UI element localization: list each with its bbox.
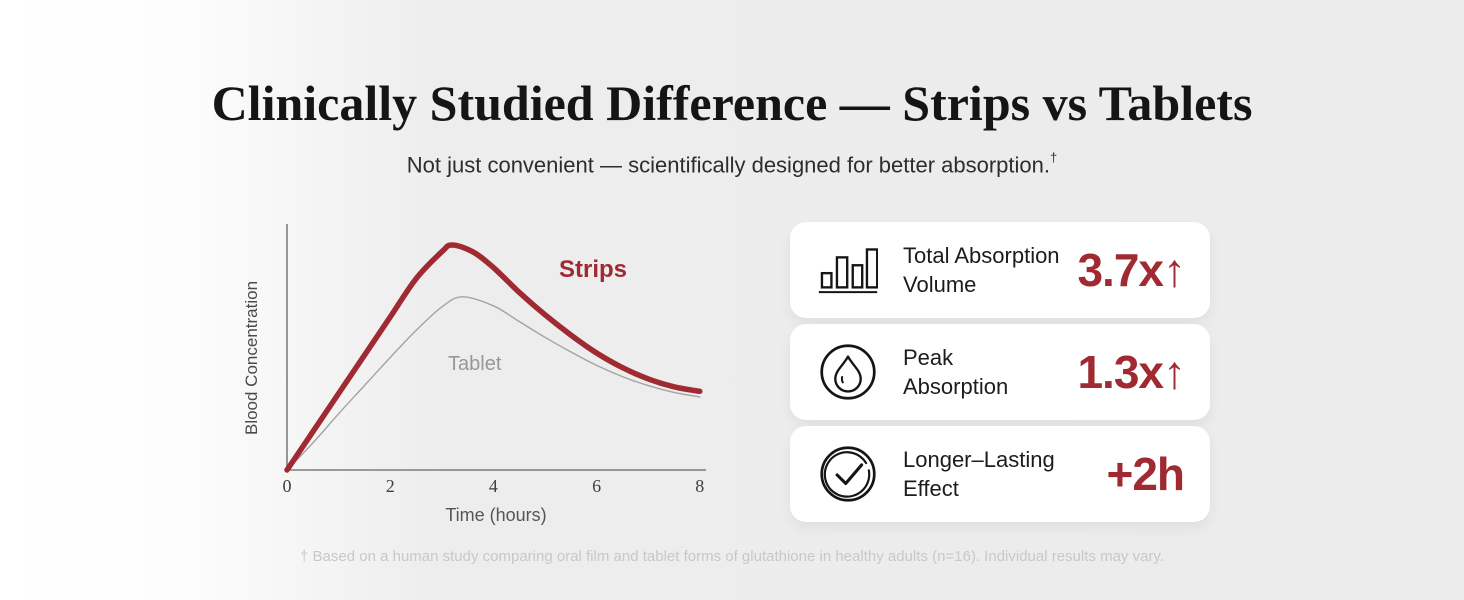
stat-value: 1.3x↑ [1077,345,1186,399]
tablet-series-label: Tablet [448,353,502,375]
footnote: † Based on a human study comparing oral … [300,548,1164,565]
stat-cards: Total Absorption Volume 3.7x↑ Peak Absor… [790,222,1210,528]
x-tick-label: 0 [283,476,292,496]
stat-value-number: 3.7x [1077,244,1164,296]
stat-label: Peak Absorption [903,343,1077,401]
stat-value: +2h [1106,447,1185,501]
absorption-chart-svg: Blood Concentration Time (hours) 0 2 4 6 8 S… [242,224,706,525]
x-tick-labels: 0 2 4 6 8 [283,476,705,496]
strips-series-label: Strips [559,256,627,283]
x-axis-label: Time (hours) [445,505,546,525]
stat-value-number: 1.3x [1077,346,1164,398]
curve-strips [284,242,703,473]
stat-label-line: Total Absorption [903,242,1060,268]
stat-card-peak-absorption: Peak Absorption 1.3x↑ [790,324,1210,420]
x-tick-label: 4 [489,476,498,496]
droplet-icon [818,342,878,402]
subtitle-text: Not just convenient — scientifically des… [406,152,1050,178]
stat-label-line: Absorption [903,374,1009,399]
stat-label-line: Effect [903,476,959,501]
stat-label: Total Absorption Volume [903,241,1077,299]
absorption-chart: Blood Concentration Time (hours) 0 2 4 6 8 S… [235,218,715,540]
dagger-mark: † [1050,150,1058,165]
check-circle-icon [818,444,878,504]
x-tick-label: 6 [592,476,601,496]
stat-value: 3.7x↑ [1077,243,1186,297]
stat-label-line: Longer–Lasting [903,446,1055,472]
up-arrow-icon: ↑ [1163,346,1186,398]
stat-value-number: +2h [1106,448,1185,500]
up-arrow-icon: ↑ [1163,244,1186,296]
x-tick-label: 8 [695,476,704,496]
stat-label-line: Peak [903,344,954,370]
stat-label-line: Volume [903,272,977,297]
x-tick-label: 2 [386,476,395,496]
curve-tablet [286,296,701,471]
y-axis-label: Blood Concentration [242,281,261,435]
bar-chart-icon [818,240,878,300]
page-title: Clinically Studied Difference — Strips v… [211,75,1253,131]
stat-card-longer-lasting: Longer–Lasting Effect +2h [790,426,1210,522]
stat-card-total-absorption: Total Absorption Volume 3.7x↑ [790,222,1210,318]
page-subtitle: Not just convenient — scientifically des… [0,150,1464,178]
stat-label: Longer–Lasting Effect [903,445,1106,503]
